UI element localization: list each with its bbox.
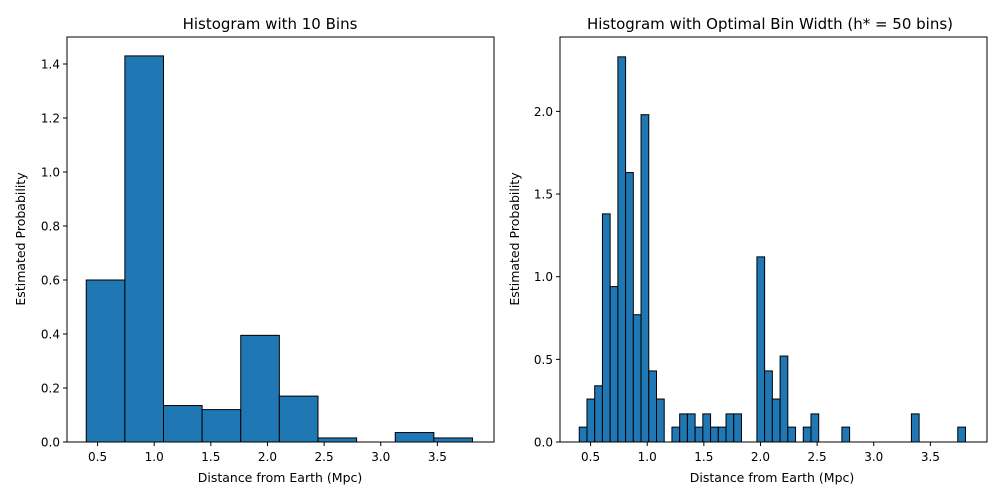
histogram-bar	[594, 385, 603, 443]
histogram-bar	[771, 398, 781, 443]
y-tick-label: 1.4	[41, 58, 60, 72]
histogram-bar	[433, 437, 473, 443]
y-tick-label: 0.4	[41, 328, 60, 342]
y-tick-label: 1.0	[534, 270, 553, 284]
x-tick-label: 1.5	[694, 450, 713, 464]
x-tick-label: 1.5	[201, 450, 220, 464]
x-tick-label: 3.5	[921, 450, 940, 464]
x-tick-label: 3.5	[428, 450, 447, 464]
histogram-bar	[240, 334, 280, 443]
x-tick-label: 2.5	[315, 450, 334, 464]
histogram-bar	[694, 426, 704, 443]
histogram-10-bins-panel: Histogram with 10 Bins 0.5 1.0 1.5 2.0 2.5 3.…	[13, 15, 495, 485]
histogram-bar	[810, 413, 820, 443]
histogram-bar	[957, 426, 966, 443]
histogram-bar	[586, 398, 596, 443]
x-tick-label: 2.0	[751, 450, 770, 464]
y-tick-label: 0.5	[534, 353, 553, 367]
histogram-bar	[648, 370, 658, 443]
histogram-bar	[578, 426, 588, 443]
y-tick-label: 1.2	[41, 112, 60, 126]
y-axis-label: Estimated Probability	[507, 172, 522, 306]
chart-title: Histogram with Optimal Bin Width (h* = 5…	[587, 15, 953, 33]
y-axis-ticks: 0.0 0.5 1.0 1.5 2.0	[534, 105, 560, 450]
histogram-bar	[686, 413, 696, 443]
histogram-optimal-bins-panel: Histogram with Optimal Bin Width (h* = 5…	[507, 15, 988, 485]
histogram-bar	[601, 213, 611, 443]
x-tick-label: 0.5	[581, 450, 600, 464]
x-tick-label: 1.0	[145, 450, 164, 464]
y-tick-label: 0.0	[534, 436, 553, 450]
histogram-bar	[779, 355, 789, 443]
histogram-bar	[163, 405, 203, 443]
plot-frame	[66, 36, 495, 443]
histogram-bar	[617, 56, 627, 443]
bars	[85, 55, 473, 443]
histogram-bar	[679, 413, 688, 443]
bars	[578, 56, 966, 443]
chart-title: Histogram with 10 Bins	[183, 15, 358, 33]
x-tick-label: 3.0	[371, 450, 390, 464]
histogram-bar	[656, 398, 665, 443]
y-tick-label: 0.2	[41, 382, 60, 396]
y-tick-label: 0.6	[41, 274, 60, 288]
x-tick-label: 2.0	[258, 450, 277, 464]
histogram-bar	[201, 409, 242, 443]
histogram-bar	[609, 286, 619, 443]
y-tick-label: 0.8	[41, 220, 60, 234]
plot-frame	[559, 36, 988, 443]
histogram-bar	[733, 413, 742, 443]
histogram-bar	[710, 426, 719, 443]
histogram-bar	[124, 55, 164, 443]
histogram-bar	[764, 370, 773, 443]
histogram-bar	[841, 426, 851, 443]
x-tick-label: 2.5	[808, 450, 827, 464]
x-axis-label: Distance from Earth (Mpc)	[198, 470, 363, 485]
histogram-bar	[317, 437, 358, 443]
x-tick-label: 3.0	[864, 450, 883, 464]
histogram-bar	[756, 256, 766, 443]
y-tick-label: 0.0	[41, 436, 60, 450]
histogram-bar	[787, 426, 797, 443]
x-axis-ticks: 0.5 1.0 1.5 2.0 2.5 3.0 3.5	[88, 442, 447, 464]
histogram-bar	[632, 314, 642, 443]
histogram-bar	[702, 413, 712, 443]
histogram-bar	[640, 114, 650, 443]
histogram-bar	[802, 426, 812, 443]
histogram-bar	[910, 413, 920, 443]
histogram-bar	[717, 426, 727, 443]
histogram-bar	[278, 395, 319, 443]
x-axis-label: Distance from Earth (Mpc)	[690, 470, 855, 485]
x-tick-label: 0.5	[88, 450, 107, 464]
histogram-bar	[625, 172, 634, 443]
x-tick-label: 1.0	[638, 450, 657, 464]
histogram-bar	[671, 426, 681, 443]
y-tick-label: 1.5	[534, 188, 553, 202]
histogram-bar	[85, 279, 126, 443]
x-axis-ticks: 0.5 1.0 1.5 2.0 2.5 3.0 3.5	[581, 442, 940, 464]
y-tick-label: 1.0	[41, 166, 60, 180]
y-axis-label: Estimated Probability	[13, 172, 28, 306]
y-tick-label: 2.0	[534, 105, 553, 119]
y-axis-ticks: 0.0 0.2 0.4 0.6 0.8 1.0 1.2 1.4	[41, 58, 67, 450]
histogram-bar	[725, 413, 735, 443]
histogram-bar	[394, 432, 435, 443]
